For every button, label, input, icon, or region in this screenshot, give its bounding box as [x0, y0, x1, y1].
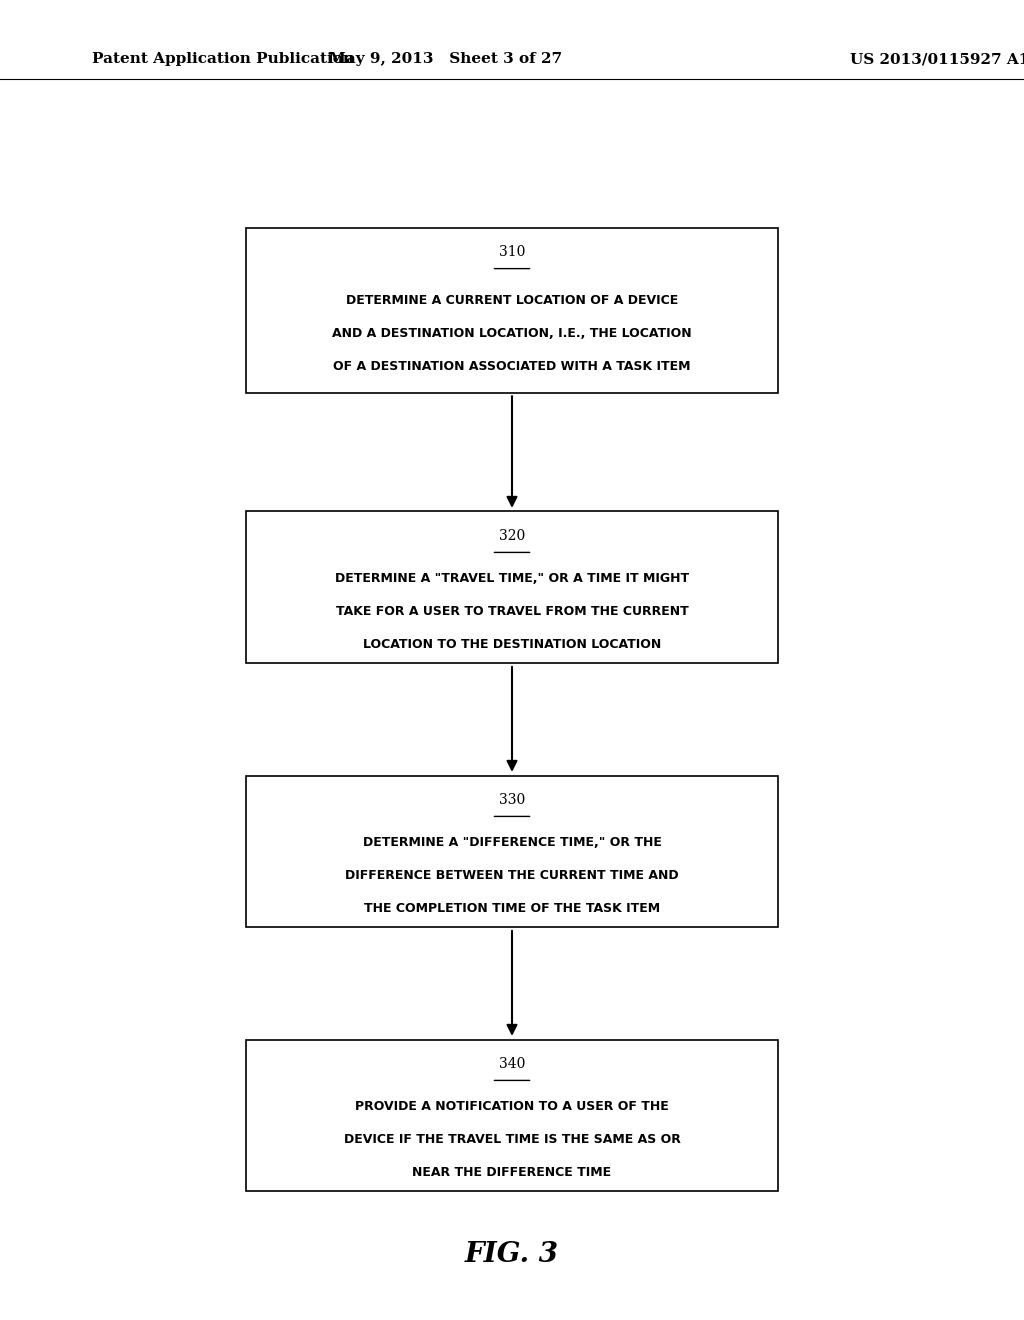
Text: THE COMPLETION TIME OF THE TASK ITEM: THE COMPLETION TIME OF THE TASK ITEM — [364, 902, 660, 915]
FancyBboxPatch shape — [246, 776, 778, 927]
Text: TAKE FOR A USER TO TRAVEL FROM THE CURRENT: TAKE FOR A USER TO TRAVEL FROM THE CURRE… — [336, 605, 688, 618]
Text: May 9, 2013   Sheet 3 of 27: May 9, 2013 Sheet 3 of 27 — [329, 53, 562, 66]
Text: Patent Application Publication: Patent Application Publication — [92, 53, 354, 66]
Text: US 2013/0115927 A1: US 2013/0115927 A1 — [850, 53, 1024, 66]
Text: LOCATION TO THE DESTINATION LOCATION: LOCATION TO THE DESTINATION LOCATION — [362, 638, 662, 651]
Text: 310: 310 — [499, 244, 525, 259]
Text: 330: 330 — [499, 792, 525, 807]
Text: DETERMINE A "DIFFERENCE TIME," OR THE: DETERMINE A "DIFFERENCE TIME," OR THE — [362, 836, 662, 849]
Text: 340: 340 — [499, 1056, 525, 1071]
Text: PROVIDE A NOTIFICATION TO A USER OF THE: PROVIDE A NOTIFICATION TO A USER OF THE — [355, 1100, 669, 1113]
Text: DETERMINE A "TRAVEL TIME," OR A TIME IT MIGHT: DETERMINE A "TRAVEL TIME," OR A TIME IT … — [335, 572, 689, 585]
FancyBboxPatch shape — [246, 1040, 778, 1191]
FancyBboxPatch shape — [246, 227, 778, 393]
Text: DETERMINE A CURRENT LOCATION OF A DEVICE: DETERMINE A CURRENT LOCATION OF A DEVICE — [346, 294, 678, 308]
FancyBboxPatch shape — [246, 511, 778, 663]
Text: OF A DESTINATION ASSOCIATED WITH A TASK ITEM: OF A DESTINATION ASSOCIATED WITH A TASK … — [333, 360, 691, 374]
Text: 320: 320 — [499, 528, 525, 543]
Text: NEAR THE DIFFERENCE TIME: NEAR THE DIFFERENCE TIME — [413, 1166, 611, 1179]
Text: AND A DESTINATION LOCATION, I.E., THE LOCATION: AND A DESTINATION LOCATION, I.E., THE LO… — [332, 327, 692, 341]
Text: FIG. 3: FIG. 3 — [465, 1241, 559, 1267]
Text: DEVICE IF THE TRAVEL TIME IS THE SAME AS OR: DEVICE IF THE TRAVEL TIME IS THE SAME AS… — [344, 1133, 680, 1146]
Text: DIFFERENCE BETWEEN THE CURRENT TIME AND: DIFFERENCE BETWEEN THE CURRENT TIME AND — [345, 869, 679, 882]
